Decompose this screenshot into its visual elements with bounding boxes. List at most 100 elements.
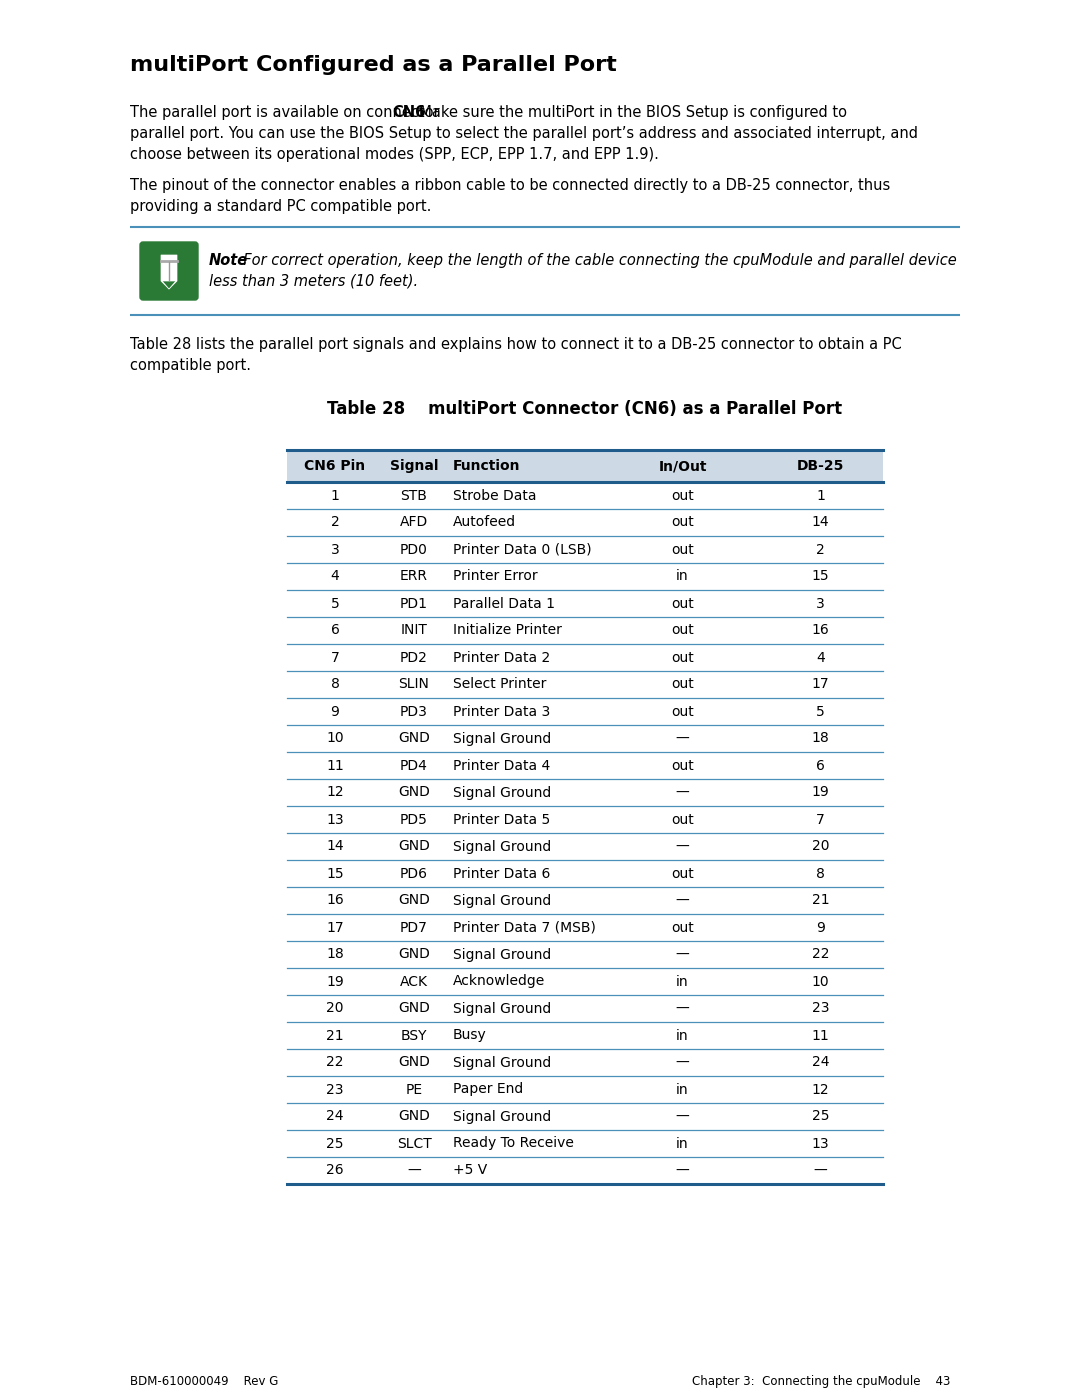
Text: 21: 21 — [326, 1028, 343, 1042]
Text: —: — — [407, 1164, 421, 1178]
Text: 7: 7 — [330, 651, 339, 665]
Text: PD6: PD6 — [400, 866, 428, 880]
Text: 19: 19 — [326, 975, 343, 989]
Text: 20: 20 — [326, 1002, 343, 1016]
Text: 24: 24 — [326, 1109, 343, 1123]
Text: 3: 3 — [816, 597, 825, 610]
Text: providing a standard PC compatible port.: providing a standard PC compatible port. — [130, 198, 431, 214]
Text: 12: 12 — [326, 785, 343, 799]
Text: 23: 23 — [326, 1083, 343, 1097]
Text: Signal Ground: Signal Ground — [453, 1002, 551, 1016]
Text: 13: 13 — [326, 813, 343, 827]
Polygon shape — [162, 281, 176, 289]
Text: Signal Ground: Signal Ground — [453, 840, 551, 854]
Text: Initialize Printer: Initialize Printer — [453, 623, 562, 637]
Text: 22: 22 — [326, 1056, 343, 1070]
Text: —: — — [813, 1164, 827, 1178]
Text: 23: 23 — [812, 1002, 829, 1016]
Text: 9: 9 — [816, 921, 825, 935]
Text: PD7: PD7 — [400, 921, 428, 935]
Text: 1: 1 — [816, 489, 825, 503]
Text: SLCT: SLCT — [396, 1137, 431, 1151]
Text: PE: PE — [405, 1083, 422, 1097]
Text: 11: 11 — [326, 759, 343, 773]
Text: Select Printer: Select Printer — [453, 678, 546, 692]
Text: 24: 24 — [812, 1056, 829, 1070]
Text: —: — — [676, 1002, 689, 1016]
Text: GND: GND — [399, 1109, 430, 1123]
Text: 14: 14 — [812, 515, 829, 529]
Text: PD0: PD0 — [400, 542, 428, 556]
Text: 3: 3 — [330, 542, 339, 556]
Text: Signal Ground: Signal Ground — [453, 785, 551, 799]
Text: 18: 18 — [326, 947, 343, 961]
Text: 19: 19 — [812, 785, 829, 799]
Text: STB: STB — [401, 489, 428, 503]
Text: Autofeed: Autofeed — [453, 515, 516, 529]
Text: out: out — [671, 866, 693, 880]
Text: Strobe Data: Strobe Data — [453, 489, 537, 503]
Text: 5: 5 — [816, 704, 825, 718]
Text: Busy: Busy — [453, 1028, 487, 1042]
Text: 13: 13 — [812, 1137, 829, 1151]
Text: Signal Ground: Signal Ground — [453, 1056, 551, 1070]
Text: out: out — [671, 623, 693, 637]
Text: out: out — [671, 813, 693, 827]
Text: 10: 10 — [326, 732, 343, 746]
Text: ACK: ACK — [400, 975, 428, 989]
Text: Signal Ground: Signal Ground — [453, 894, 551, 908]
Text: The pinout of the connector enables a ribbon cable to be connected directly to a: The pinout of the connector enables a ri… — [130, 177, 890, 193]
Text: CN6 Pin: CN6 Pin — [305, 460, 365, 474]
Text: 11: 11 — [812, 1028, 829, 1042]
Text: 4: 4 — [330, 570, 339, 584]
Polygon shape — [161, 256, 177, 289]
FancyBboxPatch shape — [140, 242, 198, 300]
Text: Ready To Receive: Ready To Receive — [453, 1137, 573, 1151]
Text: 22: 22 — [812, 947, 829, 961]
Text: 8: 8 — [816, 866, 825, 880]
Text: 8: 8 — [330, 678, 339, 692]
Text: 17: 17 — [812, 678, 829, 692]
Text: 14: 14 — [326, 840, 343, 854]
Text: INIT: INIT — [401, 623, 428, 637]
Text: 4: 4 — [816, 651, 825, 665]
Text: —: — — [676, 1109, 689, 1123]
Text: 2: 2 — [330, 515, 339, 529]
Text: out: out — [671, 542, 693, 556]
Text: —: — — [676, 947, 689, 961]
Text: Function: Function — [453, 460, 521, 474]
Text: choose between its operational modes (SPP, ECP, EPP 1.7, and EPP 1.9).: choose between its operational modes (SP… — [130, 147, 659, 162]
Text: PD2: PD2 — [400, 651, 428, 665]
Text: —: — — [676, 732, 689, 746]
Text: in: in — [676, 975, 689, 989]
Text: 16: 16 — [326, 894, 343, 908]
Text: in: in — [676, 1028, 689, 1042]
Text: out: out — [671, 651, 693, 665]
Text: 17: 17 — [326, 921, 343, 935]
Text: GND: GND — [399, 732, 430, 746]
Text: PD1: PD1 — [400, 597, 428, 610]
Text: 10: 10 — [812, 975, 829, 989]
Text: Table 28    multiPort Connector (CN6) as a Parallel Port: Table 28 multiPort Connector (CN6) as a … — [327, 400, 842, 418]
Text: GND: GND — [399, 894, 430, 908]
Text: PD5: PD5 — [400, 813, 428, 827]
Text: out: out — [671, 759, 693, 773]
Text: less than 3 meters (10 feet).: less than 3 meters (10 feet). — [210, 274, 418, 289]
Text: PD4: PD4 — [400, 759, 428, 773]
Text: SLIN: SLIN — [399, 678, 430, 692]
Text: parallel port. You can use the BIOS Setup to select the parallel port’s address : parallel port. You can use the BIOS Setu… — [130, 126, 918, 141]
Text: in: in — [676, 570, 689, 584]
Text: Signal Ground: Signal Ground — [453, 732, 551, 746]
Text: Acknowledge: Acknowledge — [453, 975, 545, 989]
Text: GND: GND — [399, 947, 430, 961]
Text: out: out — [671, 678, 693, 692]
Text: BSY: BSY — [401, 1028, 428, 1042]
Text: 9: 9 — [330, 704, 339, 718]
Text: —: — — [676, 1164, 689, 1178]
Text: in: in — [676, 1137, 689, 1151]
Text: 12: 12 — [812, 1083, 829, 1097]
Text: in: in — [676, 1083, 689, 1097]
Text: In/Out: In/Out — [658, 460, 706, 474]
Text: BDM-610000049    Rev G: BDM-610000049 Rev G — [130, 1375, 279, 1389]
Text: Parallel Data 1: Parallel Data 1 — [453, 597, 555, 610]
